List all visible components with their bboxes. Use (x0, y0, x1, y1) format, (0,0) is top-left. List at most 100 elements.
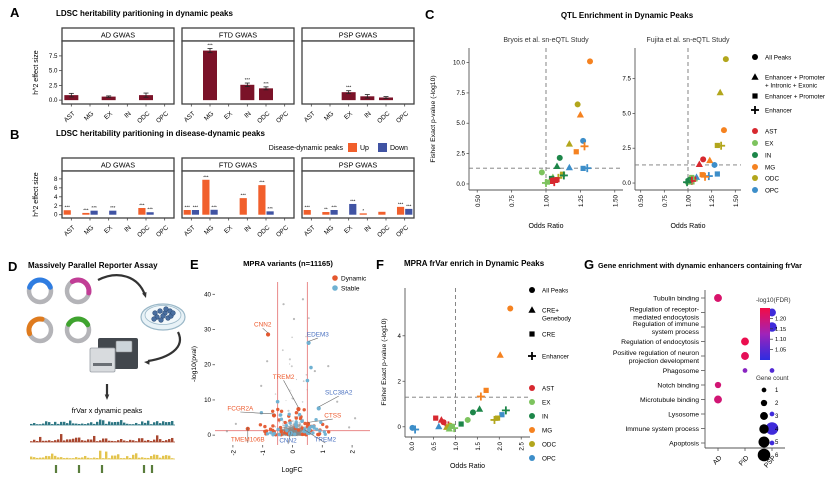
plasmid-icons (26, 277, 92, 344)
panel-d-letter: D (8, 259, 18, 274)
svg-text:4: 4 (398, 333, 402, 340)
svg-text:Positive regulation of neuron: Positive regulation of neuron (613, 350, 699, 357)
panel-g-letter: G (584, 257, 595, 272)
svg-text:OPC: OPC (395, 110, 410, 125)
gene-count-legend: Gene count 1 2 3 4 5 6 (756, 375, 789, 462)
svg-text:EX: EX (223, 110, 235, 121)
svg-text:Enhancer: Enhancer (542, 354, 569, 361)
svg-text:30: 30 (204, 327, 211, 334)
svg-text:Fisher Exact p-value (-log10): Fisher Exact p-value (-log10) (430, 75, 437, 162)
svg-text:4: 4 (775, 427, 779, 433)
svg-text:5: 5 (775, 440, 779, 446)
svg-text:+ Intronic + Exonic: + Intronic + Exonic (765, 83, 817, 90)
scatter-legend: All Peaks CRE+Genebody CRE Enhancer AST EX IN M… (528, 287, 572, 463)
svg-text:Regulation of receptor-: Regulation of receptor- (630, 306, 699, 313)
svg-text:-1: -1 (260, 449, 267, 455)
svg-text:7.5: 7.5 (622, 76, 631, 83)
svg-text:AST: AST (303, 224, 317, 238)
svg-text:2.5: 2.5 (456, 151, 465, 158)
svg-text:OPC: OPC (155, 110, 170, 125)
svg-text:frVar x dynamic peaks: frVar x dynamic peaks (72, 406, 143, 415)
svg-text:2: 2 (398, 378, 402, 385)
svg-text:***: *** (147, 207, 153, 212)
svg-text:***: *** (267, 206, 273, 211)
svg-text:10: 10 (204, 397, 211, 404)
svg-text:PSP GWAS: PSP GWAS (339, 161, 378, 170)
svg-text:EX: EX (343, 224, 355, 235)
svg-text:PSP GWAS: PSP GWAS (339, 31, 378, 40)
svg-text:TMEM106B: TMEM106B (231, 436, 265, 443)
svg-text:3: 3 (775, 414, 779, 420)
svg-text:CRE: CRE (542, 332, 555, 339)
svg-text:***: *** (211, 204, 217, 209)
enrichment-dot (769, 411, 775, 417)
svg-text:***: *** (193, 205, 199, 210)
panel-e-title: MPRA variants (n=11165) (243, 259, 333, 268)
svg-text:6: 6 (54, 185, 58, 192)
svg-text:7.5: 7.5 (49, 53, 58, 60)
svg-text:ODC: ODC (376, 110, 392, 125)
svg-text:CNN2: CNN2 (254, 322, 272, 329)
svg-text:h^2 effect size: h^2 effect size (33, 172, 40, 217)
svg-text:MG: MG (83, 110, 95, 122)
svg-text:h^2 effect size: h^2 effect size (33, 50, 40, 95)
svg-text:EX: EX (343, 110, 355, 121)
svg-text:AST: AST (183, 224, 197, 238)
panel-f: F MPRA frVar enrich in Dynamic Peaks Fis… (374, 258, 632, 477)
svg-text:2: 2 (775, 401, 779, 407)
svg-text:10.0: 10.0 (453, 60, 466, 67)
panel-f-letter: F (376, 257, 384, 272)
panel-a-title: LDSC heritability paritioning in dynamic… (56, 9, 233, 18)
svg-text:MG: MG (203, 224, 215, 236)
svg-text:***: *** (259, 180, 265, 185)
svg-text:MG: MG (765, 165, 775, 172)
svg-text:projection development: projection development (629, 358, 699, 365)
svg-text:EDEM3: EDEM3 (307, 332, 329, 339)
enrichment-dot (742, 368, 748, 373)
svg-text:AD GWAS: AD GWAS (101, 31, 135, 40)
frvar-ticks (54, 465, 154, 473)
enrichment-dot (769, 368, 775, 373)
svg-text:2.0: 2.0 (497, 441, 504, 450)
svg-text:Tubulin binding: Tubulin binding (653, 295, 699, 302)
svg-text:OPC: OPC (395, 224, 410, 239)
svg-text:0.75: 0.75 (662, 194, 669, 207)
petri-dish-icon (140, 303, 186, 331)
svg-text:5.0: 5.0 (49, 68, 58, 75)
svg-text:Down: Down (390, 145, 408, 152)
svg-text:Regulation of endocytosis: Regulation of endocytosis (621, 339, 699, 346)
svg-text:Bryois et al. sn-eQTL Study: Bryois et al. sn-eQTL Study (503, 37, 589, 44)
svg-text:MG: MG (323, 110, 335, 122)
panel-g: G Gene enrichment with dynamic enhancers… (560, 258, 833, 477)
enrichment-dot (714, 294, 722, 302)
svg-text:ODC: ODC (136, 110, 152, 125)
gwas-facet: PSP GWAS AST MG EX *** IN ODC OPC (301, 27, 415, 125)
gene-labels: CNN2 EDEM3 TREM2 SLC38A2 FCGR2A CTSS TMEM106B C… (227, 322, 352, 445)
svg-text:Up: Up (360, 145, 369, 152)
svg-text:***: *** (91, 205, 97, 210)
svg-text:FTD GWAS: FTD GWAS (219, 161, 257, 170)
svg-text:***: *** (245, 77, 251, 82)
panel-b-letter: B (10, 127, 20, 142)
frvar-points (409, 305, 514, 434)
classified-points (258, 365, 331, 437)
svg-text:OPC: OPC (275, 224, 290, 239)
svg-text:MG: MG (83, 224, 95, 236)
svg-text:6: 6 (775, 453, 779, 459)
genome-tracks (30, 419, 175, 460)
fdr-color-legend: -log10(FDR) 1.20 1.15 1.10 1.05 (756, 297, 791, 360)
svg-text:1.20: 1.20 (775, 316, 786, 322)
svg-text:0: 0 (208, 432, 212, 439)
svg-text:AST: AST (183, 110, 197, 124)
gwas-facet: AD GWAS AST MG EX IN ODC OPC (61, 27, 175, 125)
svg-text:EX: EX (223, 224, 235, 235)
svg-text:Odds Ratio: Odds Ratio (528, 223, 563, 230)
panel-g-title: Gene enrichment with dynamic enhancers c… (598, 261, 802, 270)
svg-text:Enhancer + Promoter: Enhancer + Promoter (765, 75, 825, 82)
svg-text:ODC: ODC (256, 110, 272, 125)
svg-text:AST: AST (765, 129, 777, 136)
svg-text:***: *** (203, 174, 209, 179)
panel-b: B LDSC heritability paritioning in disea… (8, 128, 420, 252)
svg-text:EX: EX (542, 400, 551, 407)
